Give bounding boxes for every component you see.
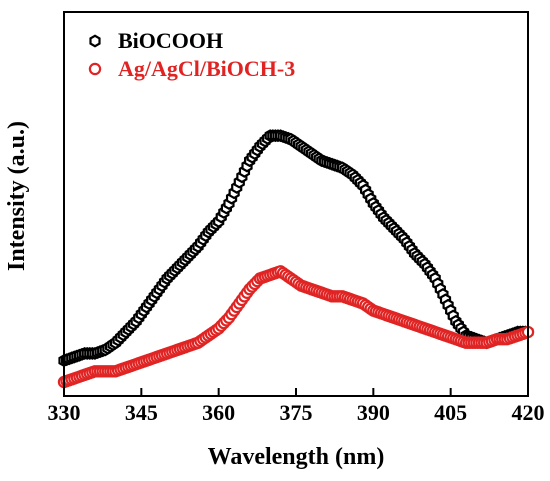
legend: BiOCOOH Ag/AgCl/BiOCH-3 (88, 28, 295, 81)
x-tick-label: 360 (202, 400, 235, 425)
plot-layer (57, 129, 535, 389)
legend-label-1: BiOCOOH (118, 28, 223, 53)
x-tick-label: 405 (434, 400, 467, 425)
series-1 (58, 129, 534, 368)
x-tick-layer: 330 345 360 375 390 405 420 (48, 388, 545, 425)
x-axis-label: Wavelength (nm) (208, 444, 385, 470)
legend-label-2: Ag/AgCl/BiOCH-3 (118, 56, 295, 81)
x-tick-label: 375 (280, 400, 313, 425)
x-tick-label: 390 (357, 400, 390, 425)
y-axis-label: Intensity (a.u.) (4, 121, 30, 271)
x-tick-label: 345 (125, 400, 158, 425)
legend-marker-1 (89, 34, 101, 48)
x-tick-label: 420 (512, 400, 545, 425)
legend-marker-2 (88, 62, 102, 76)
x-tick-label: 330 (48, 400, 81, 425)
